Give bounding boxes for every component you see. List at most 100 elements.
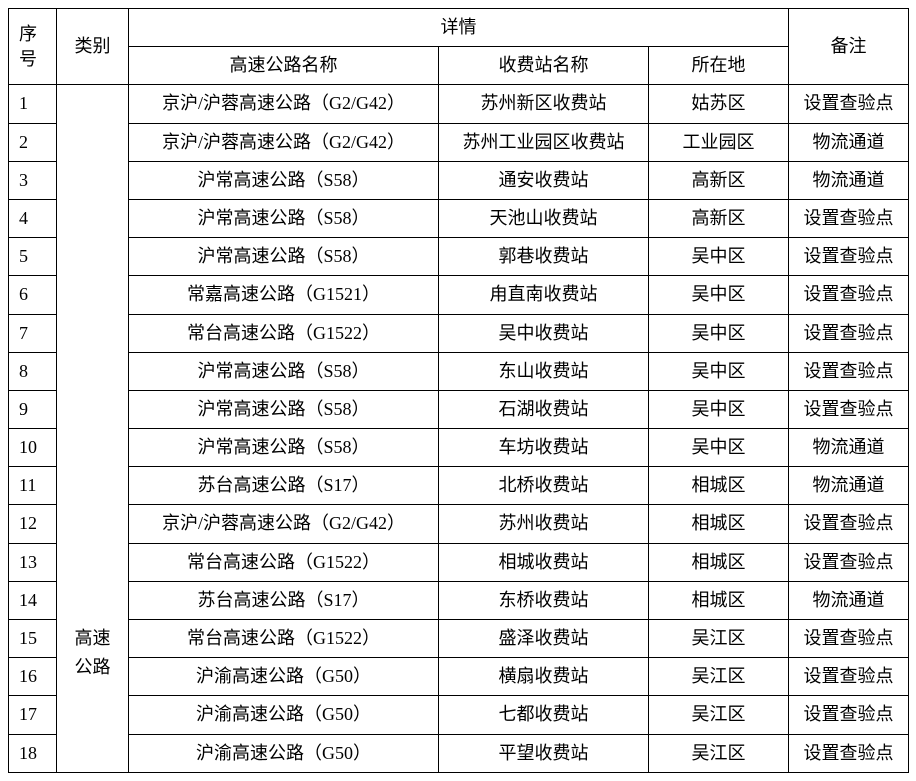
table-row: 8沪常高速公路（S58）东山收费站吴中区设置查验点: [9, 352, 909, 390]
station-cell: 车坊收费站: [439, 429, 649, 467]
note-cell: 设置查验点: [789, 505, 909, 543]
table-row: 5 沪常高速公路（S58）郭巷收费站吴中区设置查验点: [9, 238, 909, 276]
seq-cell: 6: [9, 276, 57, 314]
table-row: 14苏台高速公路（S17）东桥收费站相城区物流通道: [9, 581, 909, 619]
header-station: 收费站名称: [439, 47, 649, 85]
header-category: 类别: [57, 9, 129, 85]
station-cell: 苏州新区收费站: [439, 85, 649, 123]
note-cell: 设置查验点: [789, 352, 909, 390]
seq-cell: 4: [9, 199, 57, 237]
location-cell: 高新区: [649, 199, 789, 237]
station-cell: 石湖收费站: [439, 390, 649, 428]
highway-cell: 沪常高速公路（S58）: [129, 390, 439, 428]
station-cell: 苏州工业园区收费站: [439, 123, 649, 161]
location-cell: 相城区: [649, 581, 789, 619]
seq-cell: 16: [9, 658, 57, 696]
note-cell: 设置查验点: [789, 543, 909, 581]
highway-cell: 沪渝高速公路（G50）: [129, 658, 439, 696]
station-cell: 吴中收费站: [439, 314, 649, 352]
location-cell: 吴中区: [649, 276, 789, 314]
table-row: 12京沪/沪蓉高速公路（G2/G42）苏州收费站相城区设置查验点: [9, 505, 909, 543]
header-location: 所在地: [649, 47, 789, 85]
location-cell: 吴中区: [649, 352, 789, 390]
header-note: 备注: [789, 9, 909, 85]
seq-cell: 13: [9, 543, 57, 581]
station-cell: 相城收费站: [439, 543, 649, 581]
header-seq: 序号: [9, 9, 57, 85]
seq-cell: 14: [9, 581, 57, 619]
table-row: 17沪渝高速公路（G50）七都收费站吴江区设置查验点: [9, 696, 909, 734]
station-cell: 横扇收费站: [439, 658, 649, 696]
seq-cell: 10: [9, 429, 57, 467]
station-cell: 东山收费站: [439, 352, 649, 390]
highway-cell: 常台高速公路（G1522）: [129, 620, 439, 658]
station-cell: 东桥收费站: [439, 581, 649, 619]
table-row: 7常台高速公路（G1522）吴中收费站吴中区设置查验点: [9, 314, 909, 352]
seq-cell: 7: [9, 314, 57, 352]
note-cell: 设置查验点: [789, 696, 909, 734]
seq-cell: 2: [9, 123, 57, 161]
seq-cell: 18: [9, 734, 57, 772]
table-row: 13 常台高速公路（G1522）相城收费站相城区设置查验点: [9, 543, 909, 581]
highway-cell: 沪常高速公路（S58）: [129, 161, 439, 199]
category-cell: 高速公路: [57, 85, 129, 772]
category-label: 高速公路: [61, 624, 124, 682]
highway-cell: 常嘉高速公路（G1521）: [129, 276, 439, 314]
highway-cell: 常台高速公路（G1522）: [129, 314, 439, 352]
station-cell: 天池山收费站: [439, 199, 649, 237]
highway-cell: 常台高速公路（G1522）: [129, 543, 439, 581]
highway-cell: 苏台高速公路（S17）: [129, 467, 439, 505]
table-row: 11 苏台高速公路（S17）北桥收费站相城区物流通道: [9, 467, 909, 505]
table-row: 2京沪/沪蓉高速公路（G2/G42）苏州工业园区收费站工业园区物流通道: [9, 123, 909, 161]
note-cell: 设置查验点: [789, 658, 909, 696]
location-cell: 吴江区: [649, 734, 789, 772]
highway-cell: 沪常高速公路（S58）: [129, 199, 439, 237]
note-cell: 设置查验点: [789, 238, 909, 276]
highway-cell: 沪常高速公路（S58）: [129, 429, 439, 467]
note-cell: 物流通道: [789, 123, 909, 161]
note-cell: 物流通道: [789, 161, 909, 199]
table-row: 16 沪渝高速公路（G50）横扇收费站吴江区设置查验点: [9, 658, 909, 696]
note-cell: 设置查验点: [789, 199, 909, 237]
table-row: 18沪渝高速公路（G50）平望收费站吴江区设置查验点: [9, 734, 909, 772]
location-cell: 吴江区: [649, 658, 789, 696]
station-cell: 通安收费站: [439, 161, 649, 199]
location-cell: 相城区: [649, 467, 789, 505]
seq-cell: 11: [9, 467, 57, 505]
seq-cell: 5: [9, 238, 57, 276]
highway-cell: 京沪/沪蓉高速公路（G2/G42）: [129, 85, 439, 123]
station-cell: 七都收费站: [439, 696, 649, 734]
table-row: 15常台高速公路（G1522）盛泽收费站吴江区设置查验点: [9, 620, 909, 658]
highway-cell: 沪渝高速公路（G50）: [129, 734, 439, 772]
station-cell: 甪直南收费站: [439, 276, 649, 314]
note-cell: 设置查验点: [789, 390, 909, 428]
location-cell: 吴中区: [649, 429, 789, 467]
location-cell: 相城区: [649, 505, 789, 543]
toll-station-table: 序号 类别 详情 备注 高速公路名称 收费站名称 所在地 1高速公路京沪/沪蓉高…: [8, 8, 909, 773]
highway-cell: 沪常高速公路（S58）: [129, 238, 439, 276]
note-cell: 物流通道: [789, 429, 909, 467]
location-cell: 吴中区: [649, 390, 789, 428]
highway-cell: 苏台高速公路（S17）: [129, 581, 439, 619]
station-cell: 盛泽收费站: [439, 620, 649, 658]
table-row: 10 沪常高速公路（S58）车坊收费站吴中区物流通道: [9, 429, 909, 467]
header-details: 详情: [129, 9, 789, 47]
seq-cell: 17: [9, 696, 57, 734]
note-cell: 设置查验点: [789, 620, 909, 658]
header-highway: 高速公路名称: [129, 47, 439, 85]
seq-cell: 1: [9, 85, 57, 123]
location-cell: 姑苏区: [649, 85, 789, 123]
location-cell: 吴中区: [649, 238, 789, 276]
table-row: 1高速公路京沪/沪蓉高速公路（G2/G42）苏州新区收费站姑苏区设置查验点: [9, 85, 909, 123]
station-cell: 平望收费站: [439, 734, 649, 772]
location-cell: 相城区: [649, 543, 789, 581]
table-row: 3 沪常高速公路（S58）通安收费站高新区物流通道: [9, 161, 909, 199]
highway-cell: 沪常高速公路（S58）: [129, 352, 439, 390]
station-cell: 北桥收费站: [439, 467, 649, 505]
seq-cell: 3: [9, 161, 57, 199]
note-cell: 物流通道: [789, 467, 909, 505]
table-row: 9沪常高速公路（S58）石湖收费站吴中区设置查验点: [9, 390, 909, 428]
location-cell: 吴江区: [649, 620, 789, 658]
station-cell: 郭巷收费站: [439, 238, 649, 276]
location-cell: 高新区: [649, 161, 789, 199]
